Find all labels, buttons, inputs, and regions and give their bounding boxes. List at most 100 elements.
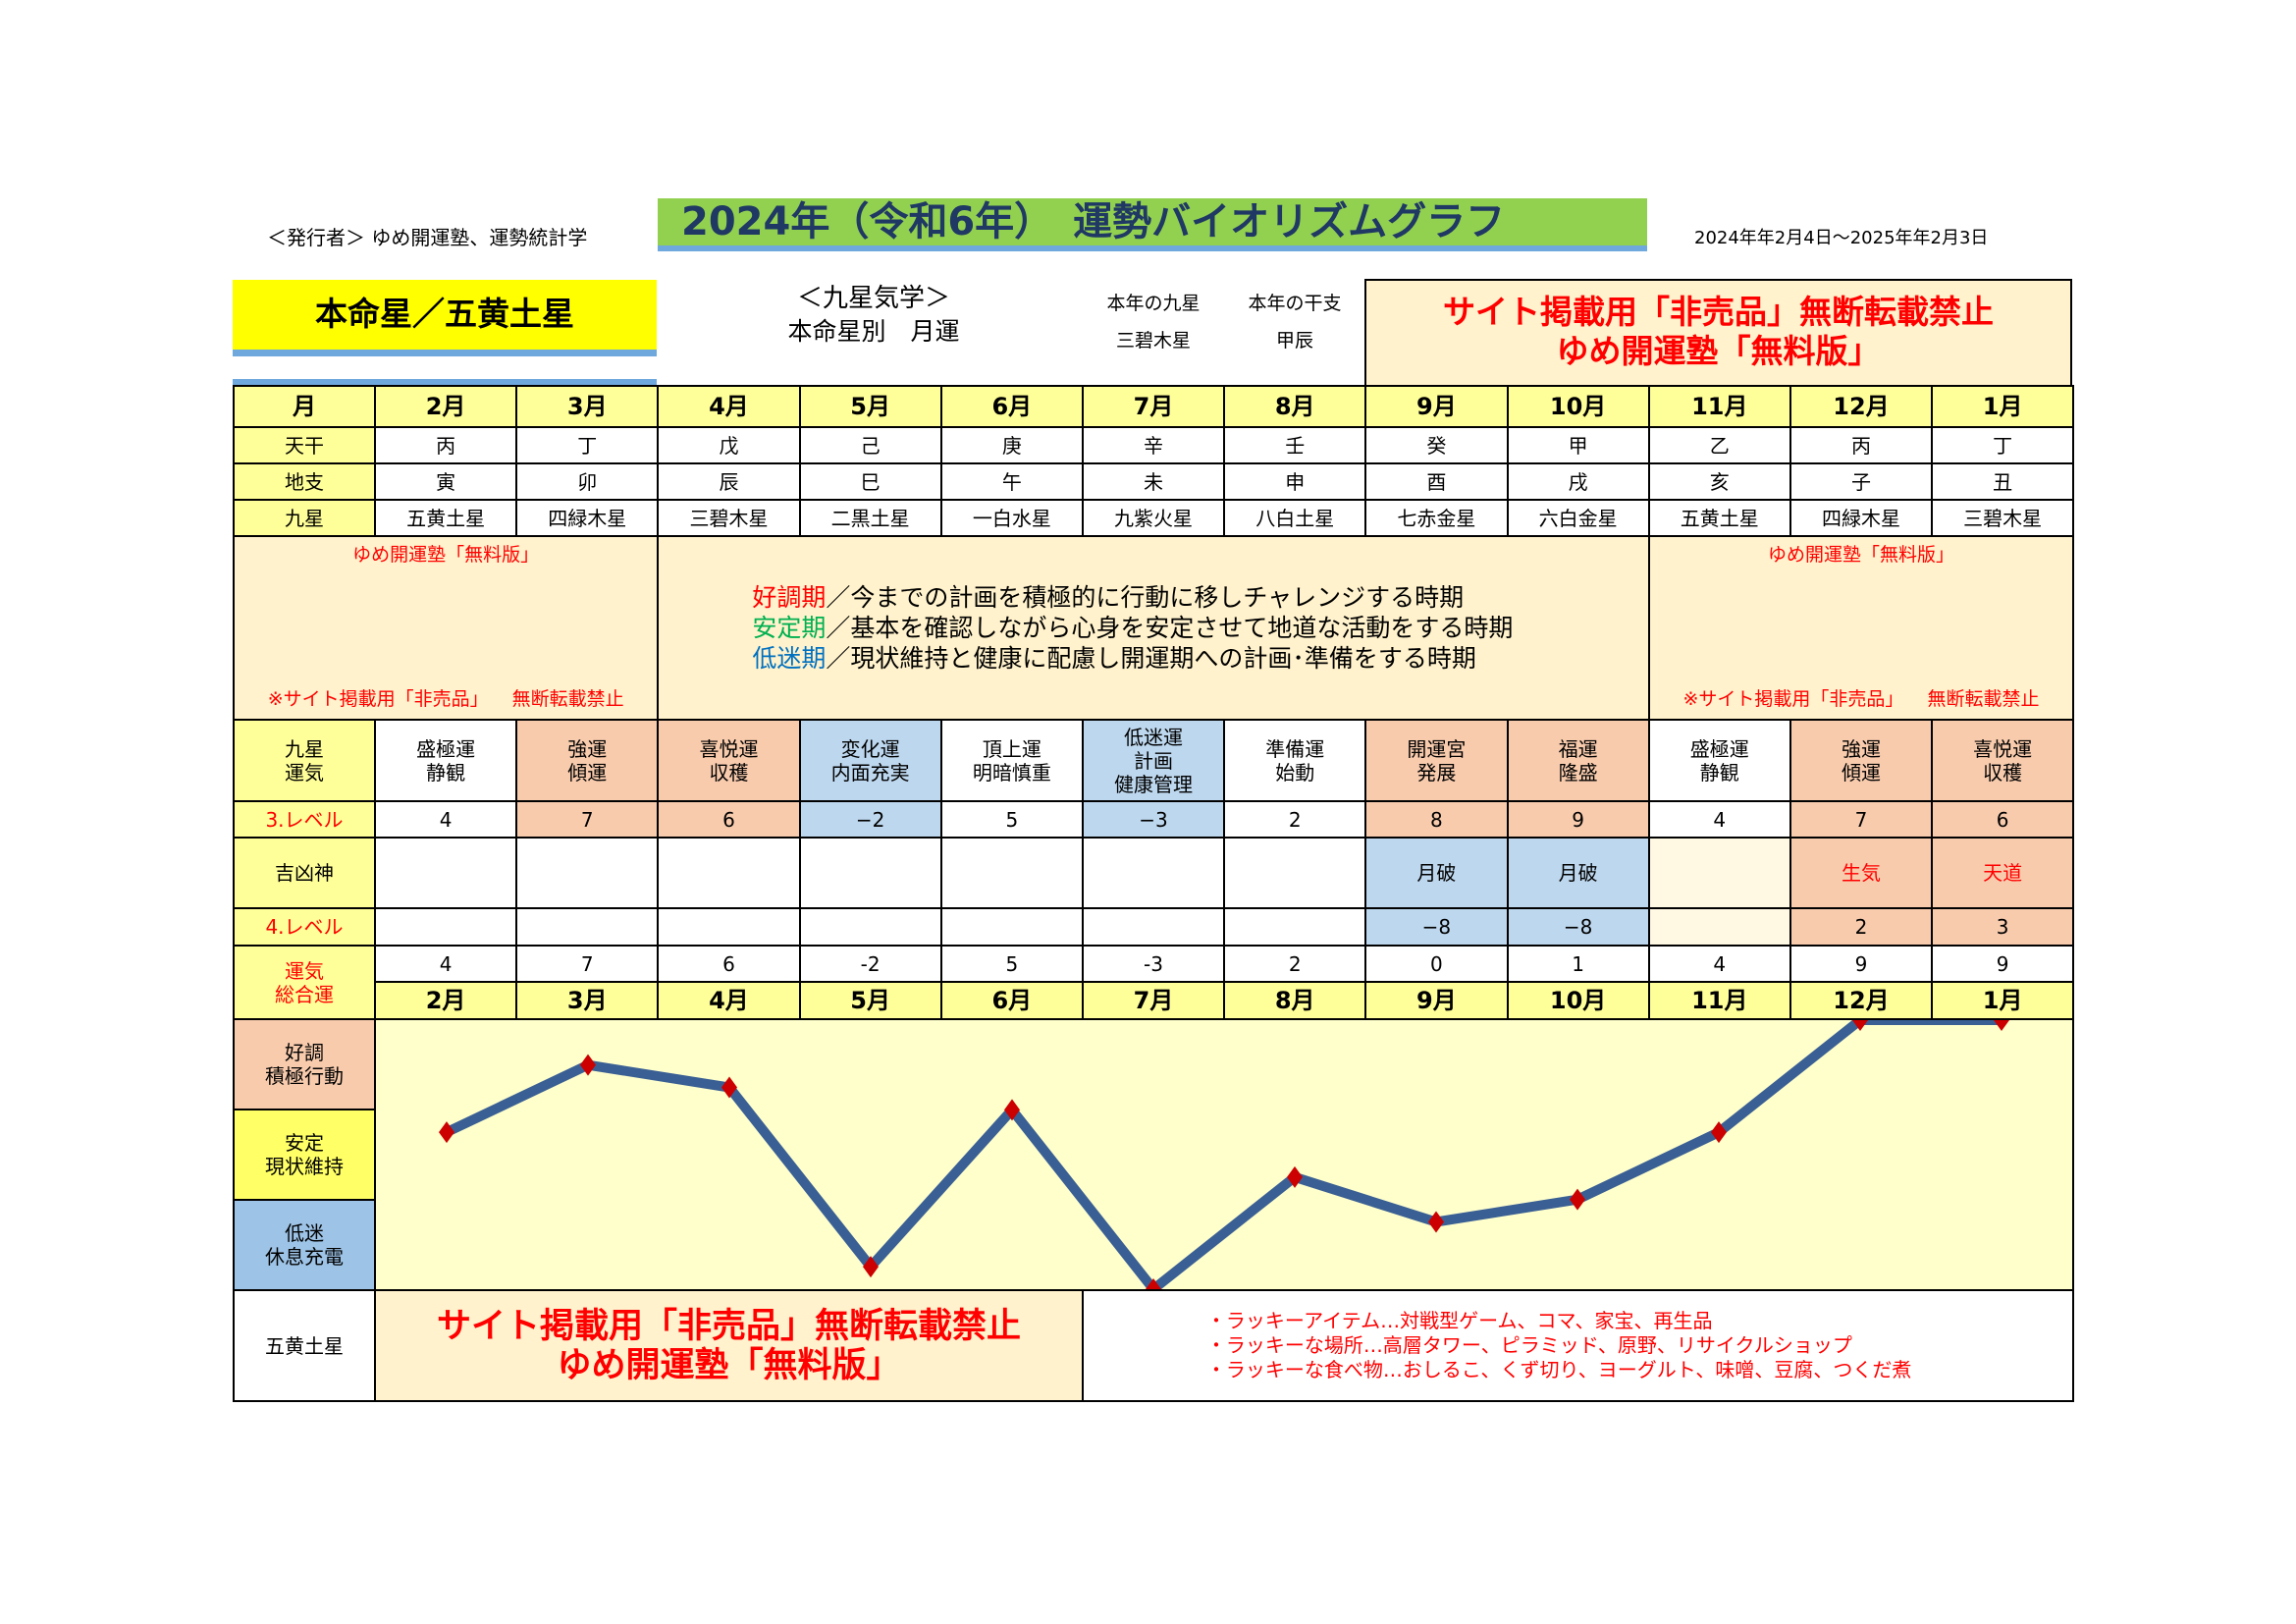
footer-warning: サイト掲載用「非売品」無断転載禁止 ゆめ開運塾「無料版」 [374,1289,1084,1402]
chishi-cell: 巳 [798,462,942,501]
tenkan-cell: 丁 [1931,426,2075,464]
data-point-2月 [439,1121,454,1144]
chishi-cell: 亥 [1647,462,1791,501]
data-point-4月 [721,1076,737,1099]
star-cell: 六白金星 [1506,499,1650,537]
legend-line: 低迷期／現状維持と健康に配慮し開運期への計画･準備をする時期 [752,643,1646,674]
kyusei-title: ＜九星気学＞ [796,284,950,313]
year-star-value: 三碧木星 [1115,330,1191,352]
month-footer: 9月 [1364,981,1509,1020]
month-footer: 7月 [1081,981,1226,1020]
chishi-cell: 申 [1223,462,1367,501]
legend-term: 低迷期 [752,644,827,673]
month-header: 9月 [1364,385,1509,428]
sogo-cell: 0 [1364,945,1509,983]
level3-cell: 6 [1931,800,2075,839]
star-cell: 五黄土星 [1647,499,1791,537]
sogo-cell: 2 [1223,945,1367,983]
sogo-cell: 4 [373,945,518,983]
lucky-info: ・ラッキーアイテム…対戦型ゲーム、コマ、家宝、再生品 ・ラッキーな場所…高層タワー… [1081,1289,2075,1402]
legend-term: 安定期 [752,614,827,642]
star-cell: 一白水星 [939,499,1084,537]
kikkyo-cell [1647,837,1791,909]
star-cell: 七赤金星 [1364,499,1509,537]
kyusei-subtitle: 本命星別 月運 [787,317,960,346]
sogo-label: 運気 総合運 [233,945,376,1020]
free-edition-note: ゆめ開運塾「無料版」 [1767,544,1954,566]
warning-box: サイト掲載用「非売品」無断転載禁止 ゆめ開運塾「無料版」 [1364,279,2072,387]
sogo-cell: 1 [1506,945,1650,983]
month-footer: 1月 [1931,981,2075,1020]
level4-cell [373,907,518,947]
unki-cell: 盛極運 静観 [1647,719,1791,802]
kikkyo-cell [1081,837,1226,909]
month-header: 1月 [1931,385,2075,428]
tenkan-cell: 乙 [1647,426,1791,464]
legend-text: ／今までの計画を積極的に行動に移しチャレンジする時期 [826,583,1465,612]
month-header: 11月 [1647,385,1791,428]
data-point-12月 [1852,1021,1868,1031]
year-eto-value: 甲辰 [1275,330,1313,352]
tenkan-cell: 庚 [939,426,1084,464]
level3-cell: −3 [1081,800,1226,839]
sogo-cell: 9 [1931,945,2075,983]
unki-cell: 頂上運 明暗慎重 [939,719,1084,802]
kikkyo-cell: 天道 [1931,837,2075,909]
unki-cell: 低迷運 計画 健康管理 [1081,719,1226,802]
month-footer: 12月 [1789,981,1934,1020]
data-point-3月 [580,1054,596,1076]
tenkan-cell: 己 [798,426,942,464]
tenkan-cell: 戊 [657,426,801,464]
month-footer: 2月 [373,981,518,1020]
unki-cell: 変化運 内面充実 [798,719,942,802]
level3-cell: 7 [1789,800,1934,839]
legend-center: 好調期／今までの計画を積極的に行動に移しチャレンジする時期 安定期／基本を確認しな… [657,535,1650,721]
chishi-cell: 卯 [515,462,660,501]
lucky-line: ・ラッキーな場所…高層タワー、ピラミッド、原野、リサイクルショップ [1205,1333,1852,1357]
kikkyo-cell: 月破 [1506,837,1650,909]
kikkyo-cell [798,837,942,909]
chishi-cell: 寅 [373,462,518,501]
level4-cell: 2 [1789,907,1934,947]
level3-cell: 6 [657,800,801,839]
year-eto: 本年の干支 甲辰 [1231,285,1359,359]
tenkan-cell: 壬 [1223,426,1367,464]
level3-cell: −2 [798,800,942,839]
level4-cell [798,907,942,947]
level3-cell: 9 [1506,800,1650,839]
star-label: 九星 [233,499,376,537]
sogo-cell: 9 [1789,945,1934,983]
band-good: 好調 積極行動 [233,1018,376,1110]
sogo-cell: 6 [657,945,801,983]
data-point-10月 [1570,1188,1585,1211]
month-header: 7月 [1081,385,1226,428]
star-cell: 九紫火星 [1081,499,1226,537]
band-stable: 安定 現状維持 [233,1109,376,1201]
star-cell: 五黄土星 [373,499,518,537]
unki-label: 九星 運気 [233,719,376,802]
month-footer: 5月 [798,981,942,1020]
unki-cell: 喜悦運 収穫 [1931,719,2075,802]
level4-cell [1647,907,1791,947]
warning-line1: サイト掲載用「非売品」無断転載禁止 [1443,293,1994,331]
month-header: 12月 [1789,385,1934,428]
level4-cell: −8 [1364,907,1509,947]
footer-warn2: ゆめ開運塾「無料版」 [557,1345,901,1385]
no-reprint-note: ※サイト掲載用「非売品」 無断転載禁止 [267,688,624,710]
month-header: 4月 [657,385,801,428]
unki-cell: 盛極運 静観 [373,719,518,802]
kikkyo-cell [1223,837,1367,909]
fortune-table: 月 2月 3月 4月 5月 6月 7月 8月 9月 10月 11月 12月 1月 天干丙丁戊己庚辛壬癸甲乙… [232,385,2075,1402]
month-footer: 3月 [515,981,660,1020]
tenkan-cell: 丁 [515,426,660,464]
month-footer: 6月 [939,981,1084,1020]
month-footer: 11月 [1647,981,1791,1020]
level4-cell [657,907,801,947]
unki-cell: 強運 傾運 [515,719,660,802]
star-cell: 三碧木星 [1931,499,2075,537]
warning-line2: ゆめ開運塾「無料版」 [1556,332,1881,370]
kikkyo-label: 吉凶神 [233,837,376,909]
sogo-cell: 7 [515,945,660,983]
tenkan-cell: 丙 [1789,426,1934,464]
biorhythm-chart [373,1018,2075,1291]
